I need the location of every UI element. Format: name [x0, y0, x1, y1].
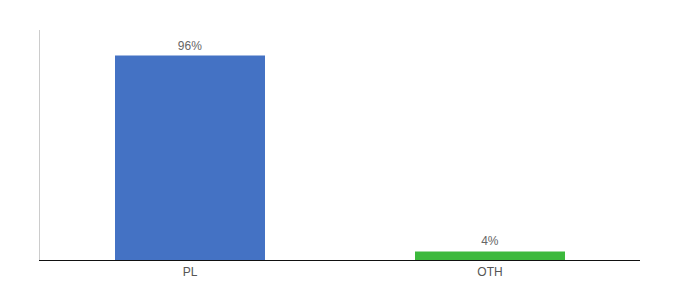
svg-text:96%: 96% [178, 39, 202, 53]
svg-text:PL: PL [183, 265, 198, 279]
svg-text:4%: 4% [481, 234, 499, 248]
svg-text:OTH: OTH [477, 265, 502, 279]
